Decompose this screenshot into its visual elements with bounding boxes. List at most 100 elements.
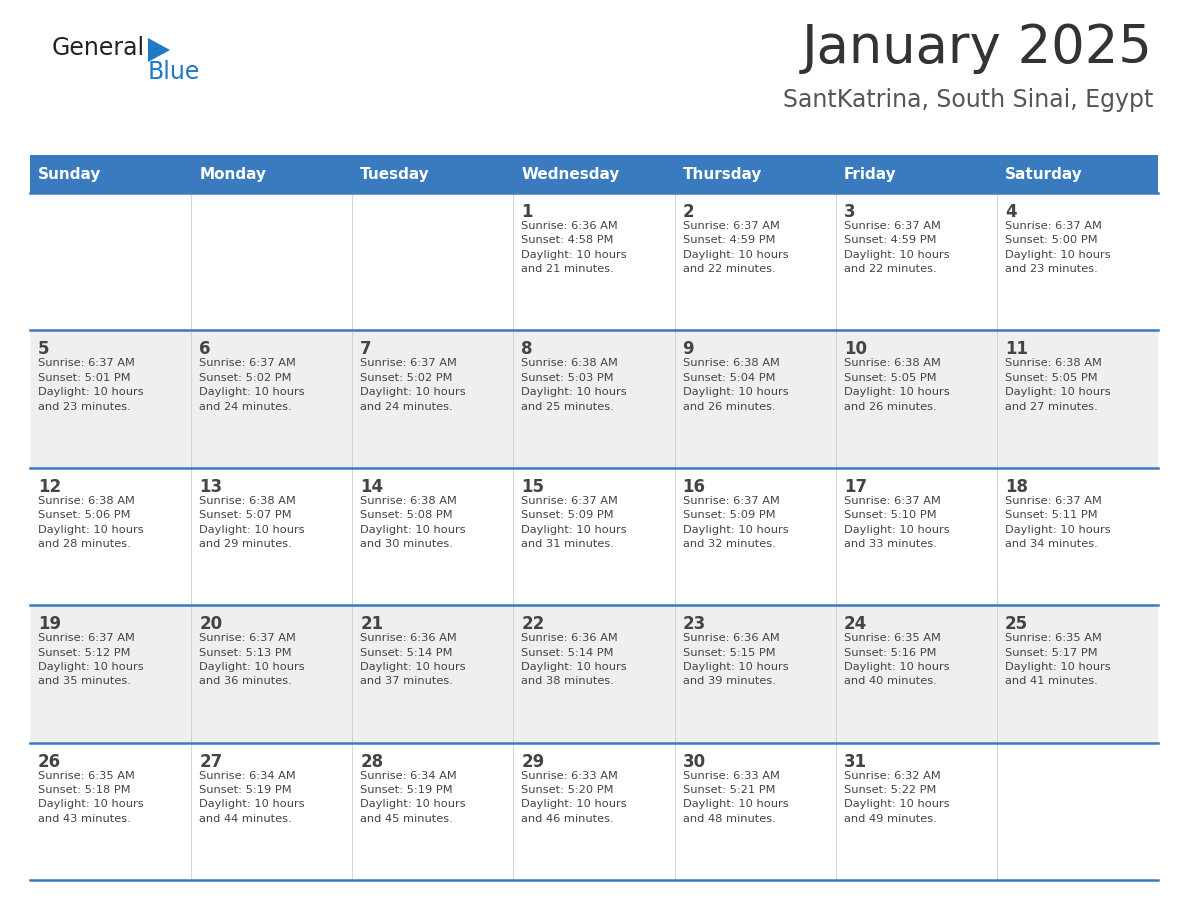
Bar bbox=[675, 155, 835, 193]
Bar bbox=[191, 743, 353, 880]
Bar bbox=[835, 155, 997, 193]
Bar bbox=[353, 330, 513, 468]
Bar bbox=[513, 605, 675, 743]
Text: Sunrise: 6:34 AM
Sunset: 5:19 PM
Daylight: 10 hours
and 45 minutes.: Sunrise: 6:34 AM Sunset: 5:19 PM Dayligh… bbox=[360, 770, 466, 823]
Text: 27: 27 bbox=[200, 753, 222, 770]
Bar bbox=[353, 155, 513, 193]
Text: 22: 22 bbox=[522, 615, 544, 633]
Bar bbox=[513, 330, 675, 468]
Bar bbox=[353, 605, 513, 743]
Bar bbox=[835, 468, 997, 605]
Text: 10: 10 bbox=[843, 341, 867, 358]
Text: 16: 16 bbox=[683, 477, 706, 496]
Text: 11: 11 bbox=[1005, 341, 1028, 358]
Text: Sunrise: 6:37 AM
Sunset: 5:09 PM
Daylight: 10 hours
and 31 minutes.: Sunrise: 6:37 AM Sunset: 5:09 PM Dayligh… bbox=[522, 496, 627, 549]
Bar bbox=[675, 330, 835, 468]
Bar bbox=[675, 605, 835, 743]
Text: Sunrise: 6:36 AM
Sunset: 5:14 PM
Daylight: 10 hours
and 38 minutes.: Sunrise: 6:36 AM Sunset: 5:14 PM Dayligh… bbox=[522, 633, 627, 687]
Text: Sunrise: 6:35 AM
Sunset: 5:18 PM
Daylight: 10 hours
and 43 minutes.: Sunrise: 6:35 AM Sunset: 5:18 PM Dayligh… bbox=[38, 770, 144, 823]
Text: Friday: Friday bbox=[843, 166, 896, 182]
Text: 6: 6 bbox=[200, 341, 210, 358]
Text: Sunrise: 6:38 AM
Sunset: 5:04 PM
Daylight: 10 hours
and 26 minutes.: Sunrise: 6:38 AM Sunset: 5:04 PM Dayligh… bbox=[683, 358, 788, 411]
Text: 25: 25 bbox=[1005, 615, 1028, 633]
Text: 30: 30 bbox=[683, 753, 706, 770]
Text: 15: 15 bbox=[522, 477, 544, 496]
Text: 1: 1 bbox=[522, 203, 533, 221]
Text: Sunrise: 6:37 AM
Sunset: 5:09 PM
Daylight: 10 hours
and 32 minutes.: Sunrise: 6:37 AM Sunset: 5:09 PM Dayligh… bbox=[683, 496, 788, 549]
Text: Sunrise: 6:37 AM
Sunset: 5:10 PM
Daylight: 10 hours
and 33 minutes.: Sunrise: 6:37 AM Sunset: 5:10 PM Dayligh… bbox=[843, 496, 949, 549]
Bar bbox=[191, 193, 353, 330]
Text: Thursday: Thursday bbox=[683, 166, 762, 182]
Text: 24: 24 bbox=[843, 615, 867, 633]
Text: Sunrise: 6:38 AM
Sunset: 5:05 PM
Daylight: 10 hours
and 27 minutes.: Sunrise: 6:38 AM Sunset: 5:05 PM Dayligh… bbox=[1005, 358, 1111, 411]
Text: Sunrise: 6:37 AM
Sunset: 5:02 PM
Daylight: 10 hours
and 24 minutes.: Sunrise: 6:37 AM Sunset: 5:02 PM Dayligh… bbox=[360, 358, 466, 411]
Bar bbox=[997, 468, 1158, 605]
Text: 29: 29 bbox=[522, 753, 544, 770]
Bar bbox=[191, 155, 353, 193]
Text: Sunrise: 6:38 AM
Sunset: 5:08 PM
Daylight: 10 hours
and 30 minutes.: Sunrise: 6:38 AM Sunset: 5:08 PM Dayligh… bbox=[360, 496, 466, 549]
Bar bbox=[997, 330, 1158, 468]
Text: 13: 13 bbox=[200, 477, 222, 496]
Text: Sunrise: 6:35 AM
Sunset: 5:17 PM
Daylight: 10 hours
and 41 minutes.: Sunrise: 6:35 AM Sunset: 5:17 PM Dayligh… bbox=[1005, 633, 1111, 687]
Text: SantKatrina, South Sinai, Egypt: SantKatrina, South Sinai, Egypt bbox=[783, 88, 1154, 112]
Bar bbox=[675, 468, 835, 605]
Bar bbox=[835, 330, 997, 468]
Text: Sunrise: 6:34 AM
Sunset: 5:19 PM
Daylight: 10 hours
and 44 minutes.: Sunrise: 6:34 AM Sunset: 5:19 PM Dayligh… bbox=[200, 770, 305, 823]
Text: Sunrise: 6:38 AM
Sunset: 5:06 PM
Daylight: 10 hours
and 28 minutes.: Sunrise: 6:38 AM Sunset: 5:06 PM Dayligh… bbox=[38, 496, 144, 549]
Text: Sunrise: 6:37 AM
Sunset: 5:12 PM
Daylight: 10 hours
and 35 minutes.: Sunrise: 6:37 AM Sunset: 5:12 PM Dayligh… bbox=[38, 633, 144, 687]
Text: General: General bbox=[52, 36, 145, 60]
Text: Blue: Blue bbox=[148, 60, 201, 84]
Text: 17: 17 bbox=[843, 477, 867, 496]
Bar bbox=[30, 605, 191, 743]
Text: 14: 14 bbox=[360, 477, 384, 496]
Text: Monday: Monday bbox=[200, 166, 266, 182]
Bar bbox=[675, 743, 835, 880]
Bar bbox=[30, 468, 191, 605]
Bar bbox=[353, 193, 513, 330]
Text: Sunrise: 6:33 AM
Sunset: 5:21 PM
Daylight: 10 hours
and 48 minutes.: Sunrise: 6:33 AM Sunset: 5:21 PM Dayligh… bbox=[683, 770, 788, 823]
Text: 26: 26 bbox=[38, 753, 61, 770]
Text: Sunrise: 6:37 AM
Sunset: 5:01 PM
Daylight: 10 hours
and 23 minutes.: Sunrise: 6:37 AM Sunset: 5:01 PM Dayligh… bbox=[38, 358, 144, 411]
Text: 3: 3 bbox=[843, 203, 855, 221]
Text: 8: 8 bbox=[522, 341, 533, 358]
Bar bbox=[997, 155, 1158, 193]
Text: Sunrise: 6:37 AM
Sunset: 5:00 PM
Daylight: 10 hours
and 23 minutes.: Sunrise: 6:37 AM Sunset: 5:00 PM Dayligh… bbox=[1005, 221, 1111, 274]
Text: Sunrise: 6:36 AM
Sunset: 4:58 PM
Daylight: 10 hours
and 21 minutes.: Sunrise: 6:36 AM Sunset: 4:58 PM Dayligh… bbox=[522, 221, 627, 274]
Bar bbox=[191, 605, 353, 743]
Text: Sunrise: 6:37 AM
Sunset: 4:59 PM
Daylight: 10 hours
and 22 minutes.: Sunrise: 6:37 AM Sunset: 4:59 PM Dayligh… bbox=[843, 221, 949, 274]
Bar bbox=[353, 743, 513, 880]
Bar bbox=[513, 193, 675, 330]
Bar bbox=[513, 468, 675, 605]
Text: 31: 31 bbox=[843, 753, 867, 770]
Bar bbox=[30, 743, 191, 880]
Text: Sunrise: 6:38 AM
Sunset: 5:05 PM
Daylight: 10 hours
and 26 minutes.: Sunrise: 6:38 AM Sunset: 5:05 PM Dayligh… bbox=[843, 358, 949, 411]
Text: Sunrise: 6:38 AM
Sunset: 5:03 PM
Daylight: 10 hours
and 25 minutes.: Sunrise: 6:38 AM Sunset: 5:03 PM Dayligh… bbox=[522, 358, 627, 411]
Text: Sunrise: 6:37 AM
Sunset: 5:11 PM
Daylight: 10 hours
and 34 minutes.: Sunrise: 6:37 AM Sunset: 5:11 PM Dayligh… bbox=[1005, 496, 1111, 549]
Text: 4: 4 bbox=[1005, 203, 1017, 221]
Text: 12: 12 bbox=[38, 477, 61, 496]
Bar bbox=[997, 605, 1158, 743]
Text: 20: 20 bbox=[200, 615, 222, 633]
Text: Sunrise: 6:38 AM
Sunset: 5:07 PM
Daylight: 10 hours
and 29 minutes.: Sunrise: 6:38 AM Sunset: 5:07 PM Dayligh… bbox=[200, 496, 305, 549]
Text: 23: 23 bbox=[683, 615, 706, 633]
Text: Sunrise: 6:32 AM
Sunset: 5:22 PM
Daylight: 10 hours
and 49 minutes.: Sunrise: 6:32 AM Sunset: 5:22 PM Dayligh… bbox=[843, 770, 949, 823]
Text: January 2025: January 2025 bbox=[802, 22, 1154, 74]
Bar bbox=[191, 468, 353, 605]
Bar bbox=[513, 155, 675, 193]
Text: Sunrise: 6:35 AM
Sunset: 5:16 PM
Daylight: 10 hours
and 40 minutes.: Sunrise: 6:35 AM Sunset: 5:16 PM Dayligh… bbox=[843, 633, 949, 687]
Text: 5: 5 bbox=[38, 341, 50, 358]
Text: Sunrise: 6:36 AM
Sunset: 5:15 PM
Daylight: 10 hours
and 39 minutes.: Sunrise: 6:36 AM Sunset: 5:15 PM Dayligh… bbox=[683, 633, 788, 687]
Text: 2: 2 bbox=[683, 203, 694, 221]
Text: Wednesday: Wednesday bbox=[522, 166, 620, 182]
Bar bbox=[997, 193, 1158, 330]
Bar bbox=[835, 605, 997, 743]
Bar bbox=[30, 330, 191, 468]
Text: Sunrise: 6:33 AM
Sunset: 5:20 PM
Daylight: 10 hours
and 46 minutes.: Sunrise: 6:33 AM Sunset: 5:20 PM Dayligh… bbox=[522, 770, 627, 823]
Text: 18: 18 bbox=[1005, 477, 1028, 496]
Text: 7: 7 bbox=[360, 341, 372, 358]
Bar bbox=[835, 743, 997, 880]
Text: Sunrise: 6:36 AM
Sunset: 5:14 PM
Daylight: 10 hours
and 37 minutes.: Sunrise: 6:36 AM Sunset: 5:14 PM Dayligh… bbox=[360, 633, 466, 687]
Bar bbox=[30, 155, 191, 193]
Bar bbox=[353, 468, 513, 605]
Bar bbox=[997, 743, 1158, 880]
